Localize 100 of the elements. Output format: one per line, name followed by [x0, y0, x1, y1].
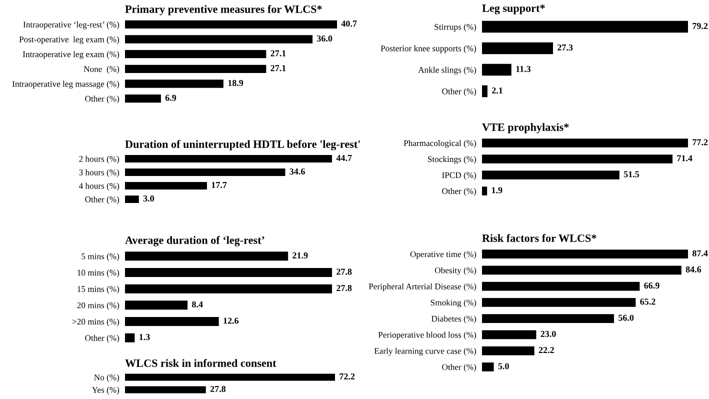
y-tick-label: Other (%) [442, 364, 476, 372]
bar [482, 154, 673, 164]
data-label: 6.9 [165, 94, 176, 101]
bar [482, 138, 688, 148]
data-label: 11.3 [516, 66, 531, 72]
data-label: 51.5 [624, 171, 640, 178]
y-tick-label: >20 mins (%) [72, 318, 120, 326]
data-label: 21.9 [292, 252, 308, 258]
data-label: 71.4 [677, 155, 692, 162]
data-label: 8.4 [192, 301, 203, 308]
y-tick-label: Stockings (%) [428, 156, 476, 164]
bar [125, 20, 337, 28]
y-tick-label: Pharmacological (%) [404, 140, 476, 148]
y-tick-label: Intraoperative leg exam (%) [22, 51, 120, 59]
data-label: 2.1 [492, 87, 502, 94]
bar [482, 85, 488, 98]
y-tick-label: 3 hours (%) [79, 169, 120, 178]
data-label: 22.2 [538, 347, 554, 354]
chart-title: Primary preventive measures for WLCS* [125, 5, 322, 16]
y-tick-label: Yes (%) [92, 386, 120, 395]
bar [125, 333, 135, 342]
y-tick-label: Intraoperative ‘leg-rest’ (%) [23, 21, 120, 30]
y-tick-label: IPCD (%) [442, 172, 476, 180]
bar [482, 330, 536, 340]
bar [125, 284, 332, 294]
data-label: 84.6 [686, 266, 702, 272]
bar [125, 182, 207, 190]
y-tick-label: Other (%) [85, 334, 120, 343]
bar [482, 20, 688, 33]
y-tick-label: 5 mins (%) [82, 253, 120, 261]
y-tick-label: Other (%) [442, 188, 476, 196]
data-label: 27.3 [558, 44, 573, 51]
y-tick-label: Post-operative leg exam (%) [19, 36, 120, 44]
data-label: 23.0 [540, 330, 556, 337]
data-label: 72.2 [340, 373, 355, 380]
y-tick-label: No (%) [94, 374, 120, 382]
bar [482, 362, 494, 372]
data-label: 12.6 [224, 318, 239, 324]
bar [125, 317, 219, 326]
bar [482, 298, 636, 307]
y-tick-label: Diabetes (%) [432, 316, 476, 324]
bar [125, 252, 288, 261]
bar [125, 64, 266, 73]
data-label: 27.8 [336, 268, 352, 275]
data-label: 34.6 [290, 168, 305, 175]
y-tick-label: 15 mins (%) [78, 286, 120, 294]
data-label: 66.9 [644, 282, 660, 289]
chart-title: Duration of uninterrupted HDTL before 'leg-rest' [125, 140, 360, 150]
data-label: 36.0 [317, 35, 332, 42]
bar [125, 50, 266, 58]
y-tick-label: 4 hours (%) [78, 182, 120, 191]
chart-title: VTE prophylaxis* [482, 123, 569, 134]
bar [125, 196, 139, 203]
y-tick-label: Obesity (%) [434, 267, 476, 276]
bar [125, 168, 286, 176]
y-tick-label: Early learning curve case (%) [374, 348, 476, 356]
y-tick-label: Other (%) [85, 96, 120, 104]
y-tick-label: Operative time (%) [410, 251, 476, 259]
y-tick-label: Other (%) [442, 88, 476, 96]
data-label: 3.0 [143, 195, 154, 202]
y-tick-label: Perioperative blood loss (%) [378, 332, 476, 340]
data-label: 18.9 [228, 80, 244, 86]
y-tick-label: None (%) [84, 66, 120, 74]
data-label: 1.9 [492, 187, 502, 194]
bar [125, 268, 332, 277]
data-label: 27.8 [336, 285, 352, 292]
bar [482, 42, 554, 54]
data-label: 27.1 [270, 65, 286, 72]
bar [125, 300, 188, 310]
y-tick-label: Smoking (%) [430, 299, 476, 308]
bar [482, 170, 620, 180]
y-tick-label: 20 mins (%) [77, 302, 120, 310]
bar [125, 35, 313, 44]
y-tick-label: Other (%) [85, 196, 120, 204]
bar [482, 346, 534, 356]
chart-title: Average duration of ‘leg-rest’ [125, 236, 264, 246]
bar [482, 282, 640, 291]
bar [125, 80, 224, 88]
data-label: 77.2 [692, 139, 708, 146]
y-tick-label: 10 mins (%) [78, 270, 120, 278]
data-label: 40.7 [341, 20, 357, 27]
y-tick-label: Intraoperative leg massage (%) [12, 80, 120, 89]
data-label: 79.2 [692, 22, 708, 30]
bar [482, 314, 614, 323]
bar [125, 94, 161, 103]
data-label: 27.1 [270, 50, 286, 56]
chart-title: Leg support* [482, 4, 545, 14]
bar [482, 250, 688, 258]
bar [482, 64, 512, 76]
bar [125, 155, 332, 162]
chart-title: Risk factors for WLCS* [482, 234, 596, 242]
data-label: 1.3 [140, 334, 150, 340]
y-tick-label: Ankle slings (%) [418, 66, 476, 75]
data-label: 87.4 [692, 250, 708, 256]
chart-title: WLCS risk in informed consent [125, 359, 276, 367]
data-label: 27.8 [210, 386, 226, 392]
y-tick-label: Peripheral Arterial Disease (%) [368, 283, 476, 292]
data-label: 17.7 [212, 182, 227, 188]
y-tick-label: Posterior knee supports (%) [380, 45, 476, 54]
data-label: 5.0 [498, 363, 509, 370]
